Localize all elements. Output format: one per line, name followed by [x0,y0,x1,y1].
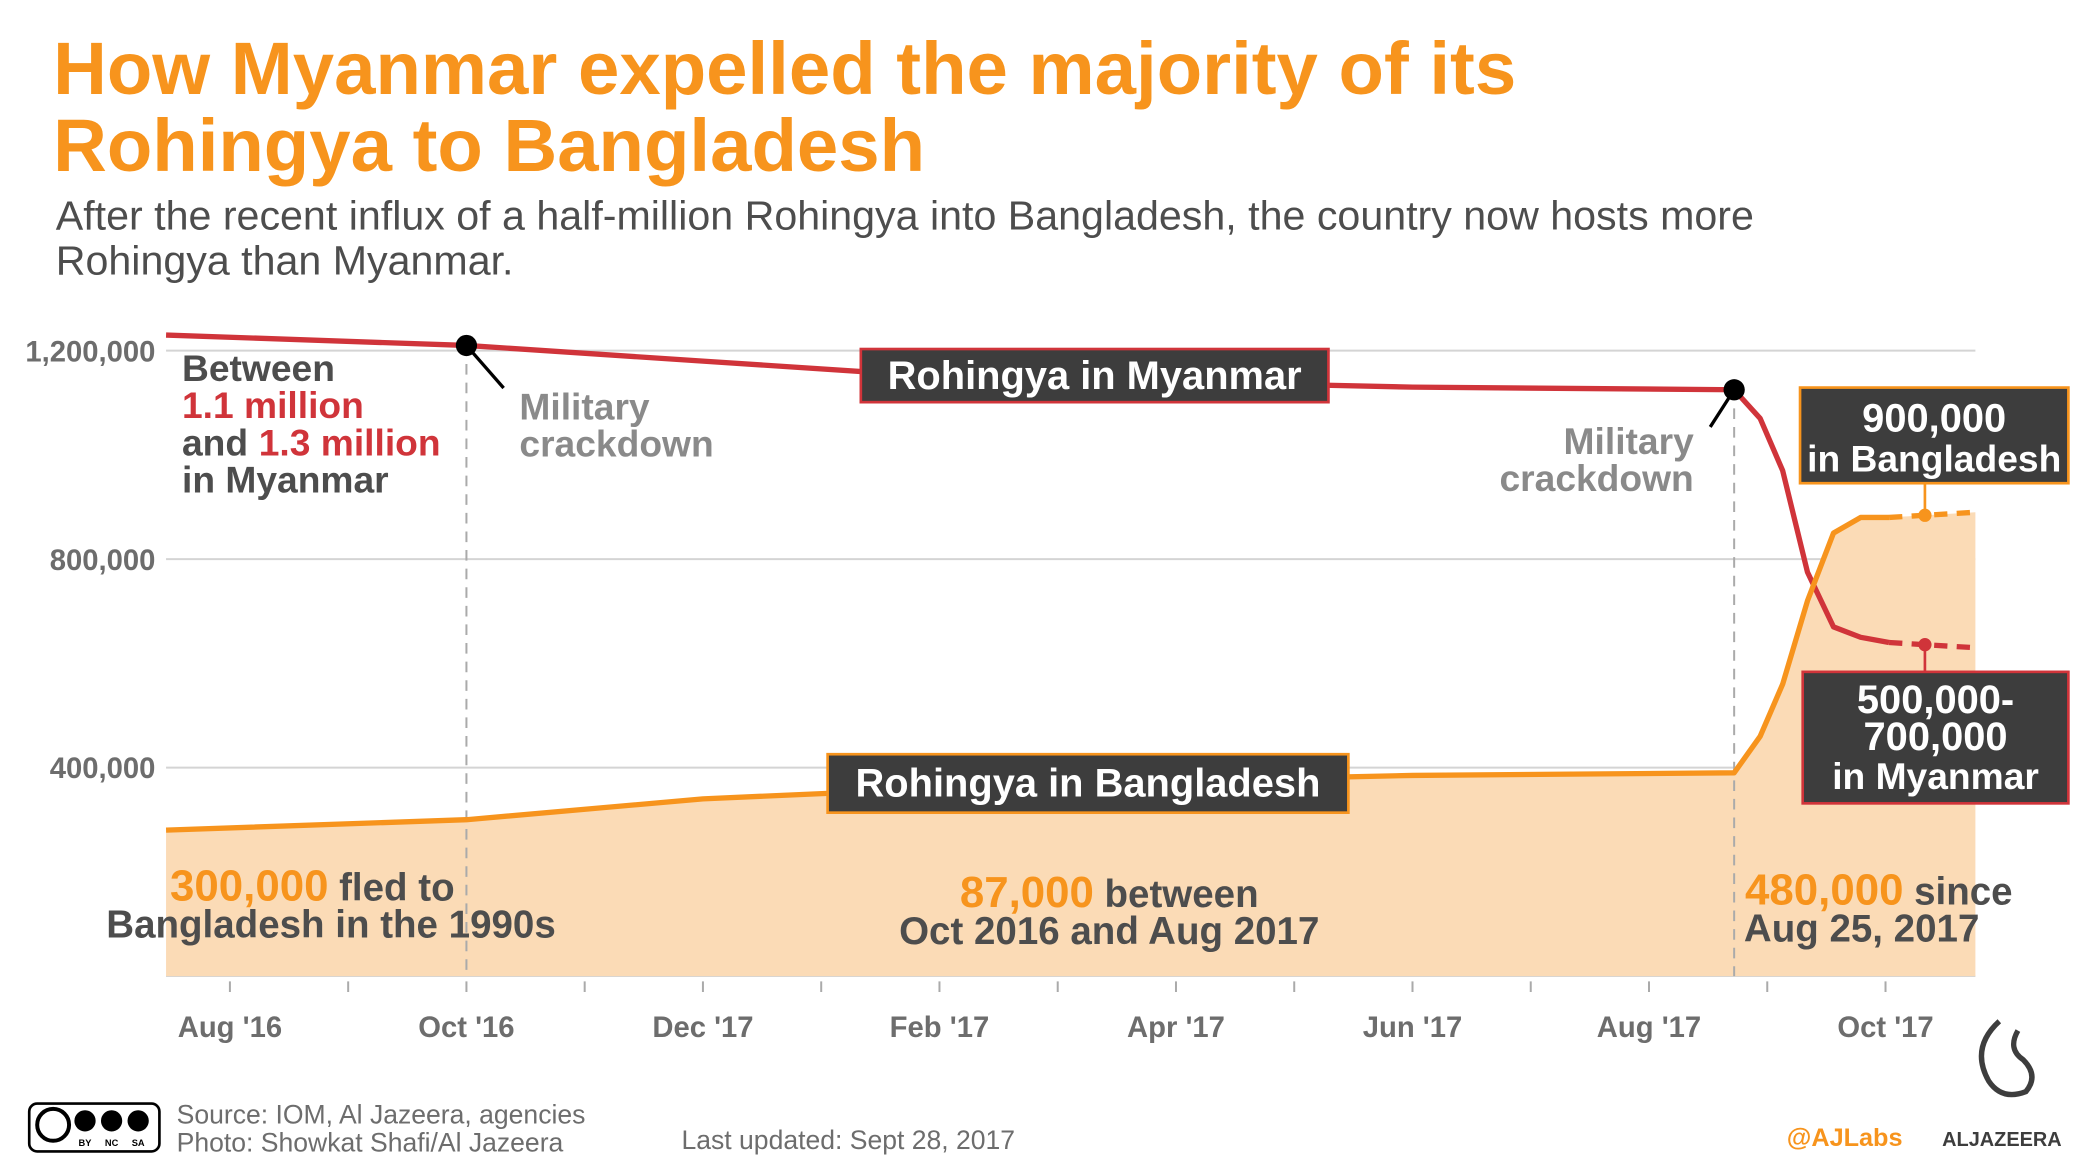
cc-icon [35,1106,72,1143]
note: Bangladesh in the 1990s [106,904,556,947]
end-label: in Myanmar [1832,755,2039,797]
logo [1978,1019,2035,1098]
note: Aug 25, 2017 [1744,908,1979,951]
license-text: BY [79,1138,93,1148]
crackdown-label: Military [1564,420,1695,462]
subtitle: After the recent influx of a half-millio… [56,192,1754,238]
handle: @AJLabs [1787,1124,1903,1152]
label-box [826,752,1350,814]
subtitle: Rohingya than Myanmar. [56,238,514,284]
series-line [1888,639,1976,651]
label-dot [1918,508,1932,522]
title: Rohingya to Bangladesh [53,104,925,187]
note: fled to [339,866,455,909]
note: Oct 2016 and Aug 2017 [899,910,1319,953]
license-text: SA [132,1138,145,1148]
x-tick-label: Jun '17 [1363,1012,1463,1044]
crackdown-label: crackdown [519,423,713,465]
label-box [1798,386,2070,485]
note: and 1.3 million [182,421,441,463]
note: 87,000 [960,868,1094,917]
photo-credit: Photo: Showkat Shafi/Al Jazeera [177,1127,564,1157]
brand: ALJAZEERA [1942,1129,2061,1151]
end-label: 500,000- [1857,678,2014,722]
note: 300,000 [170,861,328,910]
end-label: in Bangladesh [1807,437,2061,479]
note: 1.1 million [182,384,364,426]
updated: Last updated: Sept 28, 2017 [681,1125,1015,1155]
note: 480,000 since [1745,865,2013,914]
note: in Myanmar [182,459,389,501]
note: 300,000 fled to [170,861,455,910]
series-label: Rohingya in Bangladesh [856,762,1321,806]
crackdown-label: crackdown [1499,457,1693,499]
note: between [1105,873,1259,916]
license-text: NC [105,1138,119,1148]
source: Source: IOM, Al Jazeera, agencies [177,1100,586,1130]
note: and [182,421,248,463]
note: 1.3 million [259,421,441,463]
cc-icon [100,1110,123,1132]
x-tick-label: Aug '17 [1597,1012,1701,1044]
cc-icon [74,1110,96,1132]
x-tick-label: Dec '17 [652,1012,753,1044]
title: How Myanmar expelled the majority of its [53,27,1516,110]
label-box [859,347,1330,404]
x-tick-label: Oct '17 [1837,1012,1933,1044]
y-tick-label: 400,000 [50,753,156,785]
note: Between [182,347,335,389]
area [166,512,1976,977]
note: 87,000 between [960,868,1259,917]
x-tick-label: Oct '16 [418,1012,514,1044]
end-label: 700,000 [1864,715,2008,759]
x-tick-label: Aug '16 [178,1012,282,1044]
note: since [1914,870,2012,913]
y-tick-label: 800,000 [50,545,156,577]
end-label: 900,000 [1862,396,2006,440]
plot: 400,000 800,000 1,200,000 Aug '16 Oct '16 Dec… [25,332,1976,1044]
label-box [1801,670,2070,805]
crackdown-point [455,334,478,357]
series-label: Rohingya in Myanmar [888,354,1302,398]
y-tick-label: 1,200,000 [25,336,155,368]
note: 480,000 [1745,865,1903,914]
series-line [165,514,1890,833]
crackdown-point [1723,379,1745,401]
x-tick-label: Feb '17 [890,1012,990,1044]
series-line [1888,509,1976,521]
cc-icon [127,1110,149,1132]
label-dot [1918,638,1932,652]
crackdown-label: Military [519,385,650,427]
x-tick-label: Apr '17 [1127,1012,1225,1044]
